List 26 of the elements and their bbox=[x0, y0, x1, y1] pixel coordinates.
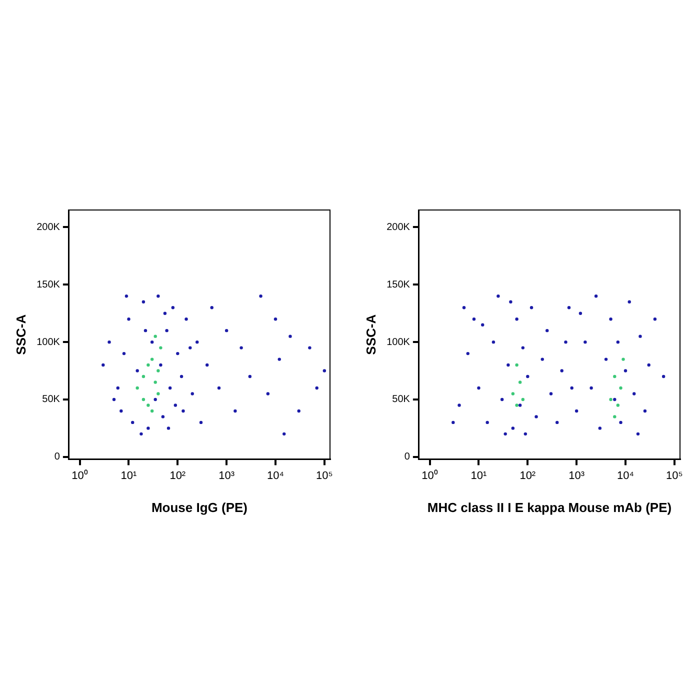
x-axis-title: MHC class II I E kappa Mouse mAb (PE) bbox=[427, 500, 672, 515]
x-tick-label: 10⁴ bbox=[267, 470, 284, 482]
y-tick-label: 150K bbox=[386, 279, 410, 290]
x-tick-label: 10² bbox=[520, 470, 536, 482]
x-tick-label: 10⁵ bbox=[666, 470, 683, 482]
y-tick-label: 150K bbox=[36, 279, 60, 290]
x-tick-label: 10¹ bbox=[120, 470, 138, 482]
y-tick-label: 100K bbox=[36, 336, 60, 348]
y-tick-label: 0 bbox=[54, 452, 60, 463]
x-tick-label: 10⁰ bbox=[72, 468, 88, 482]
x-tick-label: 10⁵ bbox=[316, 470, 333, 482]
y-tick-label: 200K bbox=[36, 222, 60, 233]
y-tick-label: 50K bbox=[392, 394, 410, 406]
x-tick-label: 10⁴ bbox=[617, 470, 634, 482]
y-axis-title: SSC-A bbox=[363, 314, 378, 355]
x-tick-label: 10⁰ bbox=[422, 468, 438, 482]
x-tick-label: 10² bbox=[170, 470, 186, 482]
x-axis-title: Mouse IgG (PE) bbox=[151, 500, 248, 515]
y-tick-label: 200K bbox=[386, 222, 410, 233]
y-axis-title: SSC-A bbox=[13, 314, 28, 355]
y-tick-label: 0 bbox=[404, 452, 410, 463]
y-tick-label: 50K bbox=[42, 394, 60, 406]
x-tick-label: 10³ bbox=[568, 470, 585, 482]
y-tick-label: 100K bbox=[386, 336, 410, 348]
x-tick-label: 10³ bbox=[218, 470, 235, 482]
x-tick-label: 10¹ bbox=[470, 470, 488, 482]
